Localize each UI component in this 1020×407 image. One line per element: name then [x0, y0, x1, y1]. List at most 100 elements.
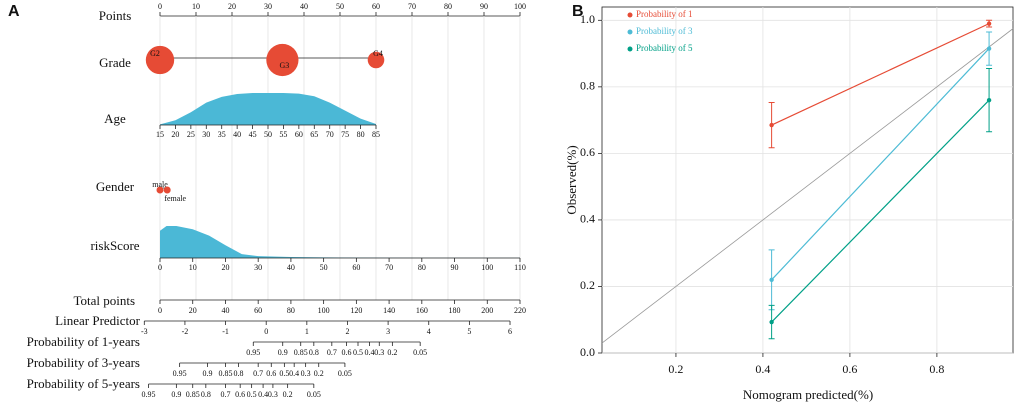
tick-label: 180 [449, 306, 461, 315]
category-point [266, 43, 299, 77]
tick-label: 20 [189, 306, 197, 315]
category-label: G2 [150, 49, 160, 58]
tick-label: 30 [202, 130, 210, 139]
x-tick-label: 0.2 [668, 362, 683, 376]
tick-label: 60 [372, 2, 380, 11]
tick-label: 65 [310, 130, 318, 139]
tick-label: 3 [386, 327, 390, 336]
tick-label: 0.8 [309, 348, 319, 357]
row-label: Gender [96, 179, 135, 194]
tick-label: 0 [158, 263, 162, 272]
tick-label: 0.3 [374, 348, 384, 357]
point [986, 21, 992, 26]
tick-label: 0.4 [289, 369, 299, 378]
density-area [160, 93, 376, 125]
tick-label: 0.05 [338, 369, 352, 378]
tick-label: 1 [305, 327, 309, 336]
plot-frame [601, 6, 1014, 354]
tick-label: 70 [385, 263, 393, 272]
tick-label: 0.6 [266, 369, 276, 378]
tick-label: 60 [254, 306, 262, 315]
tick-label: 220 [514, 306, 526, 315]
row-label: Points [99, 8, 132, 23]
tick-label: 20 [221, 263, 229, 272]
row-label: Total points [73, 293, 135, 308]
tick-label: 200 [481, 306, 493, 315]
row-label: Grade [99, 55, 131, 70]
tick-label: 0.9 [202, 369, 212, 378]
tick-label: 0.5 [279, 369, 289, 378]
tick-label: 0.85 [186, 390, 200, 399]
tick-label: 60 [352, 263, 360, 272]
tick-label: 0.8 [201, 390, 211, 399]
x-tick-label: 0.4 [755, 362, 770, 376]
category-label: G3 [280, 61, 290, 70]
tick-label: 60 [295, 130, 303, 139]
tick-label: -3 [141, 327, 148, 336]
tick-label: 0.9 [171, 390, 181, 399]
panel-label: B [572, 3, 584, 20]
y-tick-label: 0.8 [580, 79, 595, 93]
tick-label: 40 [221, 306, 229, 315]
legend-label: Probability of 5 [636, 43, 693, 53]
row-label: Linear Predictor [55, 313, 140, 328]
point [769, 122, 774, 128]
tick-label: 0.3 [301, 369, 311, 378]
category-point [145, 45, 175, 75]
tick-label: 0.6 [235, 390, 245, 399]
tick-label: 0.4 [364, 348, 374, 357]
tick-label: 0.2 [387, 348, 397, 357]
tick-label: 80 [287, 306, 295, 315]
tick-label: 100 [318, 306, 330, 315]
point [769, 277, 774, 283]
tick-label: -2 [182, 327, 189, 336]
tick-label: 0.4 [258, 390, 268, 399]
tick-label: 75 [341, 130, 349, 139]
tick-label: 0.7 [253, 369, 263, 378]
panel-label: A [8, 3, 20, 20]
x-tick-label: 0.8 [929, 362, 944, 376]
y-tick-label: 0.6 [580, 145, 595, 159]
tick-label: 140 [383, 306, 395, 315]
tick-label: 0.9 [278, 348, 288, 357]
legend-label: Probability of 1 [636, 9, 693, 19]
tick-label: 0 [264, 327, 268, 336]
row-label: Age [104, 111, 126, 126]
tick-label: 0.05 [413, 348, 427, 357]
y-tick-label: 0.2 [580, 278, 595, 292]
series-line [771, 23, 990, 126]
tick-label: 40 [287, 263, 295, 272]
tick-label: 0.5 [353, 348, 363, 357]
tick-label: 0.85 [218, 369, 232, 378]
tick-label: 100 [481, 263, 493, 272]
tick-label: 6 [508, 327, 512, 336]
tick-label: 0.05 [307, 390, 321, 399]
tick-label: 70 [408, 2, 416, 11]
tick-label: 20 [228, 2, 236, 11]
row-label: Probability of 3-years [27, 355, 140, 370]
tick-label: 0.2 [283, 390, 293, 399]
legend-swatch [627, 46, 633, 52]
tick-label: 0 [158, 306, 162, 315]
tick-label: 45 [249, 130, 257, 139]
tick-label: 4 [427, 327, 431, 336]
tick-label: 50 [320, 263, 328, 272]
tick-label: 2 [345, 327, 349, 336]
point [986, 46, 992, 51]
legend-swatch [627, 29, 633, 35]
tick-label: 110 [514, 263, 526, 272]
tick-label: 0.5 [247, 390, 257, 399]
tick-label: 20 [171, 130, 179, 139]
reference-diagonal [601, 28, 1014, 344]
point [986, 97, 992, 103]
series-line [771, 48, 990, 281]
point [769, 319, 774, 325]
tick-label: -1 [222, 327, 229, 336]
tick-label: 30 [264, 2, 272, 11]
tick-label: 0.2 [314, 369, 324, 378]
tick-label: 40 [233, 130, 241, 139]
tick-label: 85 [372, 130, 380, 139]
legend-swatch [627, 12, 633, 18]
y-tick-label: 0.4 [580, 212, 595, 226]
